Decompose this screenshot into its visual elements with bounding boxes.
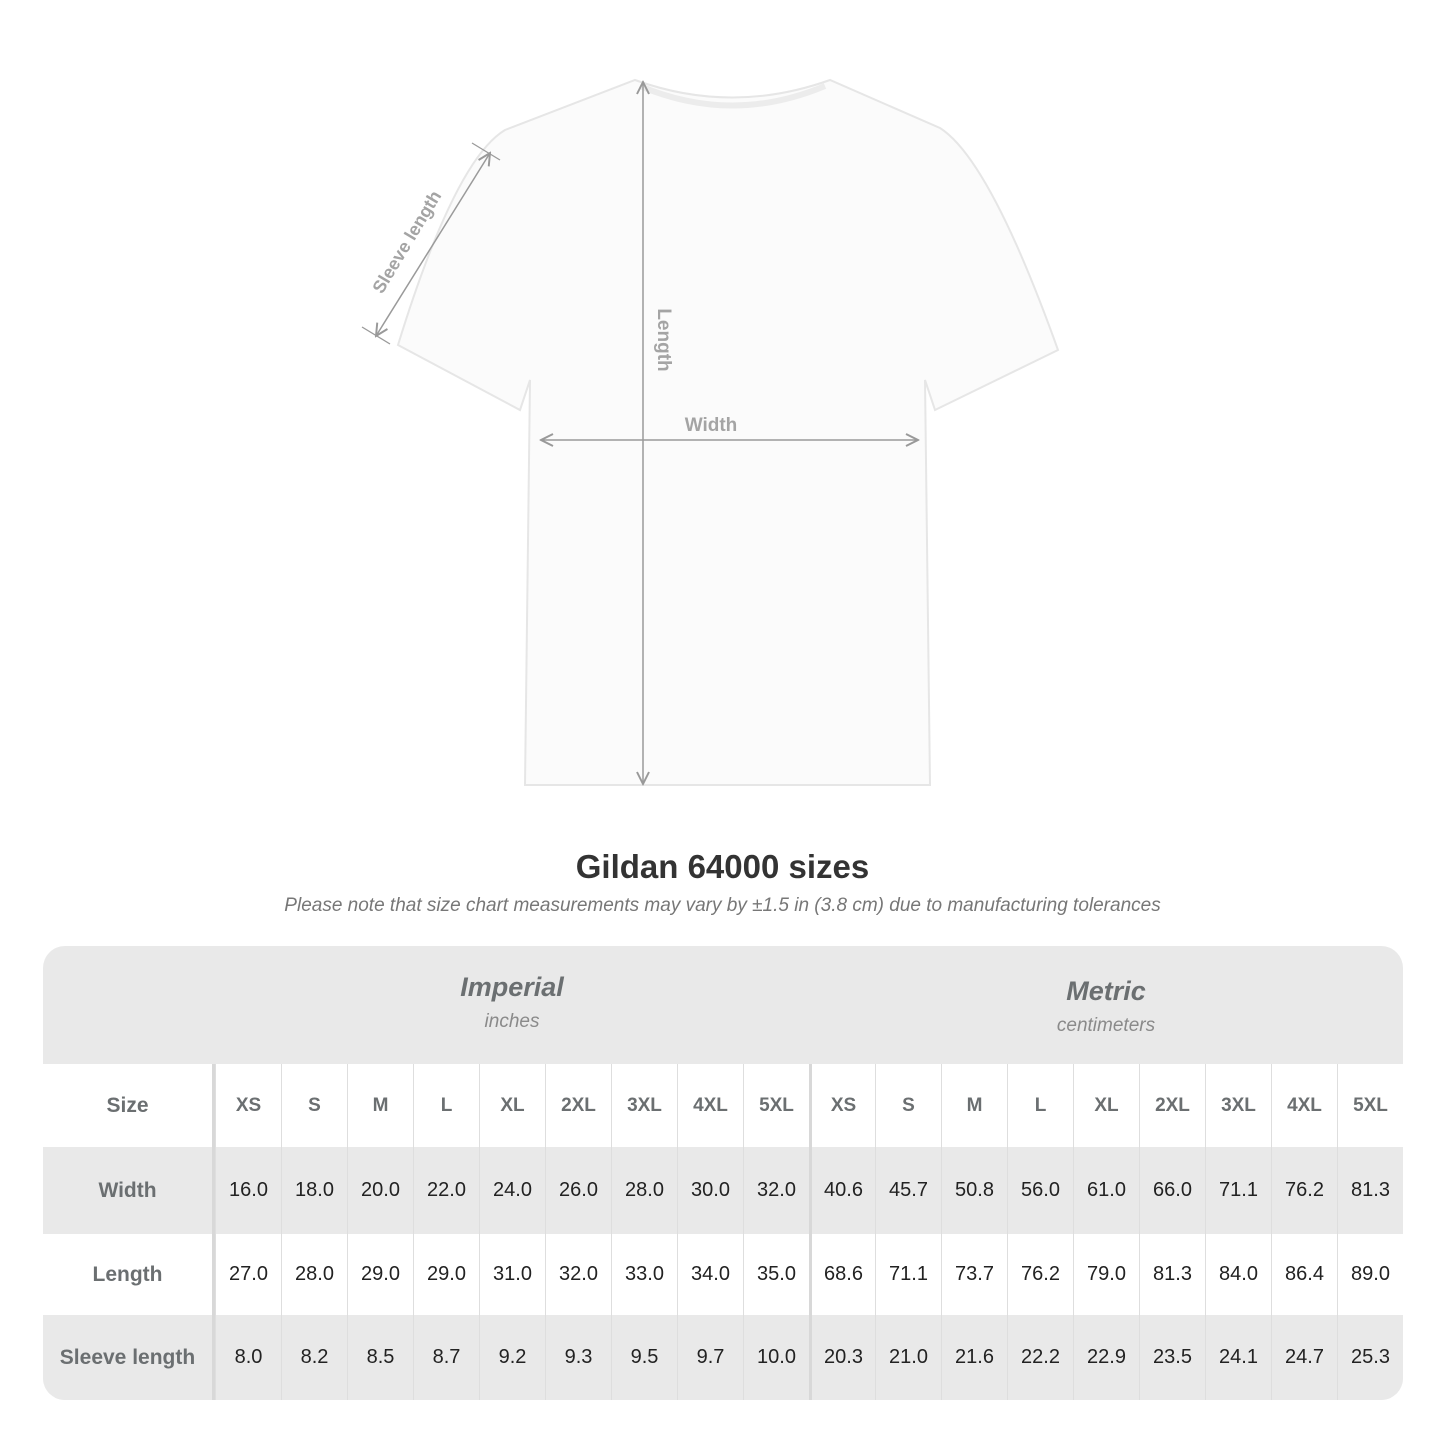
row-label: Width (43, 1147, 215, 1234)
imperial-value-cell: 29.0 (413, 1234, 479, 1315)
table-row: Length 27.0 28.0 29.0 29.0 31.0 32.0 33.0 34.0 35… (43, 1234, 1403, 1315)
imperial-value-cell: 16.0 (215, 1147, 281, 1234)
metric-value-cell: 79.0 (1073, 1234, 1139, 1315)
imperial-value-cell: 32.0 (545, 1234, 611, 1315)
metric-value-cell: 73.7 (941, 1234, 1007, 1315)
imperial-value-cell: 31.0 (479, 1234, 545, 1315)
metric-value-cell: 24.7 (1271, 1315, 1337, 1400)
metric-value-cell: 66.0 (1139, 1147, 1205, 1234)
metric-value-cell: 22.2 (1007, 1315, 1073, 1400)
metric-value-cell: 61.0 (1073, 1147, 1139, 1234)
metric-value-cell: 68.6 (809, 1234, 875, 1315)
imperial-value-cell: 35.0 (743, 1234, 809, 1315)
row-label: Length (43, 1234, 215, 1315)
metric-unit: centimeters (1056, 1015, 1156, 1036)
imperial-value-cell: 33.0 (611, 1234, 677, 1315)
size-header-cell: XL (1073, 1064, 1139, 1147)
imperial-value-cell: 20.0 (347, 1147, 413, 1234)
imperial-value-cell: 8.5 (347, 1315, 413, 1400)
tshirt-diagram: Length Width Sleeve length (361, 78, 1060, 786)
imperial-value-cell: 26.0 (545, 1147, 611, 1234)
imperial-value-cell: 9.3 (545, 1315, 611, 1400)
tolerance-note: Please note that size chart measurements… (284, 895, 1161, 916)
metric-value-cell: 71.1 (1205, 1147, 1271, 1234)
size-header-cell: L (1007, 1064, 1073, 1147)
size-table: Imperial inches Metric centimeters Size X… (43, 946, 1403, 1400)
metric-title: Metric (1066, 976, 1146, 1006)
size-header-cell: 4XL (1271, 1064, 1337, 1147)
row-label: Size (43, 1064, 215, 1147)
size-header-cell: 4XL (677, 1064, 743, 1147)
imperial-value-cell: 27.0 (215, 1234, 281, 1315)
size-header-cell: XL (479, 1064, 545, 1147)
metric-value-cell: 21.0 (875, 1315, 941, 1400)
size-header-cell: 3XL (611, 1064, 677, 1147)
imperial-value-cell: 9.5 (611, 1315, 677, 1400)
metric-value-cell: 21.6 (941, 1315, 1007, 1400)
metric-value-cell: 84.0 (1205, 1234, 1271, 1315)
size-header-cell: 3XL (1205, 1064, 1271, 1147)
page-title: Gildan 64000 sizes (575, 848, 870, 885)
metric-value-cell: 45.7 (875, 1147, 941, 1234)
size-header-cell: M (941, 1064, 1007, 1147)
metric-value-cell: 76.2 (1271, 1147, 1337, 1234)
imperial-value-cell: 29.0 (347, 1234, 413, 1315)
imperial-value-cell: 34.0 (677, 1234, 743, 1315)
imperial-value-cell: 9.2 (479, 1315, 545, 1400)
metric-value-cell: 81.3 (1139, 1234, 1205, 1315)
imperial-header: Imperial inches (215, 946, 809, 1064)
imperial-value-cell: 30.0 (677, 1147, 743, 1234)
sleeve-measure-line (376, 153, 490, 336)
size-header-cell: XS (215, 1064, 281, 1147)
imperial-value-cell: 9.7 (677, 1315, 743, 1400)
metric-value-cell: 76.2 (1007, 1234, 1073, 1315)
table-row: Width 16.0 18.0 20.0 22.0 24.0 26.0 28.0 30.0 32.… (43, 1147, 1403, 1234)
imperial-value-cell: 24.0 (479, 1147, 545, 1234)
metric-header: Metric centimeters (809, 946, 1403, 1064)
size-header-cell: S (875, 1064, 941, 1147)
metric-value-cell: 71.1 (875, 1234, 941, 1315)
size-header-cell: S (281, 1064, 347, 1147)
imperial-value-cell: 28.0 (281, 1234, 347, 1315)
metric-value-cell: 20.3 (809, 1315, 875, 1400)
metric-value-cell: 81.3 (1337, 1147, 1403, 1234)
imperial-value-cell: 28.0 (611, 1147, 677, 1234)
metric-value-cell: 22.9 (1073, 1315, 1139, 1400)
imperial-value-cell: 8.2 (281, 1315, 347, 1400)
size-header-cell: 5XL (1337, 1064, 1403, 1147)
metric-value-cell: 89.0 (1337, 1234, 1403, 1315)
imperial-value-cell: 10.0 (743, 1315, 809, 1400)
size-header-cell: 2XL (1139, 1064, 1205, 1147)
imperial-value-cell: 8.7 (413, 1315, 479, 1400)
imperial-value-cell: 32.0 (743, 1147, 809, 1234)
size-header-cell: XS (809, 1064, 875, 1147)
metric-value-cell: 24.1 (1205, 1315, 1271, 1400)
metric-value-cell: 56.0 (1007, 1147, 1073, 1234)
imperial-value-cell: 18.0 (281, 1147, 347, 1234)
imperial-value-cell: 8.0 (215, 1315, 281, 1400)
metric-value-cell: 50.8 (941, 1147, 1007, 1234)
imperial-title: Imperial (460, 972, 564, 1002)
imperial-value-cell: 22.0 (413, 1147, 479, 1234)
size-header-cell: 2XL (545, 1064, 611, 1147)
metric-value-cell: 25.3 (1337, 1315, 1403, 1400)
metric-value-cell: 40.6 (809, 1147, 875, 1234)
table-row: Sleeve length 8.0 8.2 8.5 8.7 9.2 9.3 9.5 9.7 10.… (43, 1315, 1403, 1400)
length-label: Length (653, 308, 674, 371)
metric-value-cell: 23.5 (1139, 1315, 1205, 1400)
width-label: Width (685, 415, 738, 436)
size-header-cell: M (347, 1064, 413, 1147)
size-header-cell: 5XL (743, 1064, 809, 1147)
size-header-row: Size XS S M L XL 2XL 3XL 4XL 5XL XS S M L XL 2XL 3XL 4XL 5… (43, 1064, 1403, 1147)
metric-value-cell: 86.4 (1271, 1234, 1337, 1315)
imperial-unit: inches (484, 1011, 540, 1032)
size-header-cell: L (413, 1064, 479, 1147)
row-label: Sleeve length (43, 1315, 215, 1400)
